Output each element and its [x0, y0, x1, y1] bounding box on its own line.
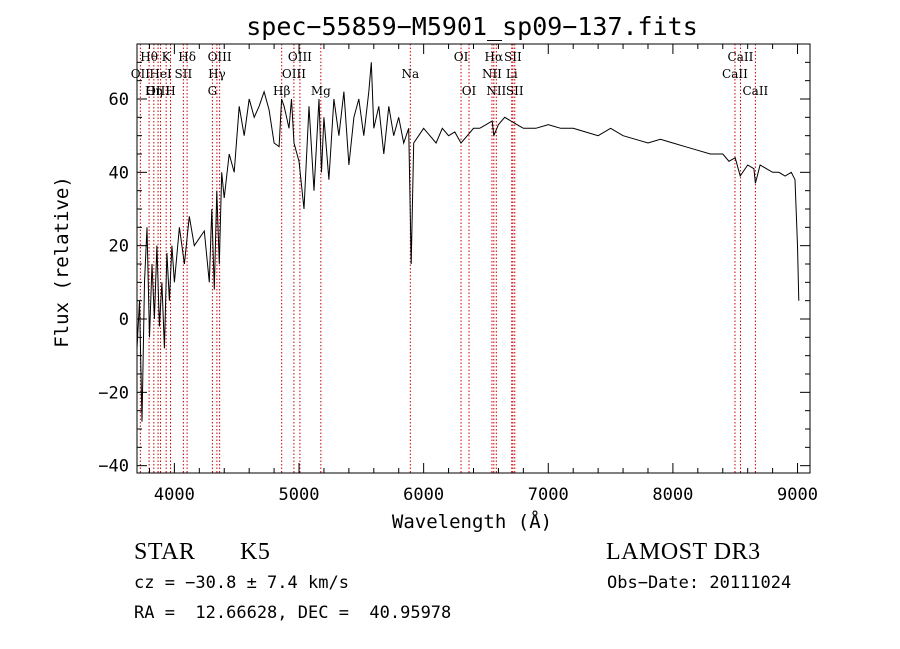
line-marker-label-20: NII [482, 67, 502, 81]
x-tick-label-2: 6000 [403, 485, 444, 505]
spectrum-line [136, 62, 800, 422]
line-marker-label-4: HeI [149, 67, 172, 81]
object-subclass: K5 [240, 539, 271, 565]
x-tick-label-5: 9000 [777, 485, 818, 505]
line-marker-label-25: CaII [728, 50, 754, 64]
line-marker-label-10: Hγ [208, 67, 226, 81]
line-marker-label-11: G [208, 84, 218, 98]
y-tick-label-1: −20 [98, 383, 129, 403]
y-tick-label-4: 40 [109, 163, 129, 183]
line-marker-label-22: SII [504, 50, 522, 64]
x-tick-label-4: 8000 [652, 485, 693, 505]
plot-frame [136, 43, 811, 474]
object-class: STAR [134, 539, 196, 565]
line-marker-label-9: OIII [208, 50, 232, 64]
line-marker-label-19: Hα [485, 50, 504, 64]
y-axis: −40 −20 0 20 40 60 [98, 61, 810, 477]
line-marker-label-24: SII [506, 84, 524, 98]
coordinates-readout: RA = 12.66628, DEC = 40.95978 [134, 603, 452, 623]
line-marker-label-3: Hη [145, 84, 163, 98]
survey-name: LAMOST DR3 [606, 539, 761, 565]
y-tick-label-2: 0 [119, 310, 129, 330]
x-axis-label: Wavelength (Å) [392, 510, 552, 533]
line-marker-group [139, 44, 756, 473]
observation-date: Obs−Date: 20111024 [607, 573, 792, 593]
velocity-readout: cz = −30.8 ± 7.4 km/s [134, 573, 349, 593]
line-marker-label-15: Mg [311, 84, 331, 98]
line-marker-label-17: OI [454, 50, 469, 64]
x-tick-label-1: 5000 [279, 485, 320, 505]
line-marker-label-6: SII [175, 67, 193, 81]
y-tick-label-5: 60 [109, 90, 129, 110]
chart-title: spec−55859−M5901_sp09−137.fits [246, 12, 698, 41]
line-marker-label-12: Hβ [273, 84, 290, 98]
line-marker-label-14: OIII [282, 67, 306, 81]
line-marker-label-7: H [165, 84, 175, 98]
x-tick-label-3: 7000 [528, 485, 569, 505]
y-tick-label-0: −40 [98, 457, 129, 477]
line-marker-label-1: OII [131, 67, 151, 81]
line-marker-label-16: Na [401, 67, 419, 81]
line-marker-label-23: Li [506, 67, 518, 81]
line-marker-label-5: K [162, 50, 172, 64]
y-axis-label: Flux (relative) [51, 176, 73, 348]
line-marker-label-26: CaII [722, 67, 748, 81]
line-marker-label-18: OI [462, 84, 477, 98]
line-marker-label-21: NII [486, 84, 506, 98]
line-marker-label-27: CaII [742, 84, 768, 98]
line-marker-label-0: Hθ [140, 50, 158, 64]
x-tick-label-0: 4000 [154, 485, 195, 505]
x-axis: 4000 5000 6000 7000 8000 9000 [148, 44, 818, 505]
line-marker-label-2: OIII [146, 84, 170, 98]
line-marker-label-8: Hδ [178, 50, 196, 64]
y-tick-label-3: 20 [109, 237, 129, 257]
line-marker-label-13: OIII [288, 50, 312, 64]
